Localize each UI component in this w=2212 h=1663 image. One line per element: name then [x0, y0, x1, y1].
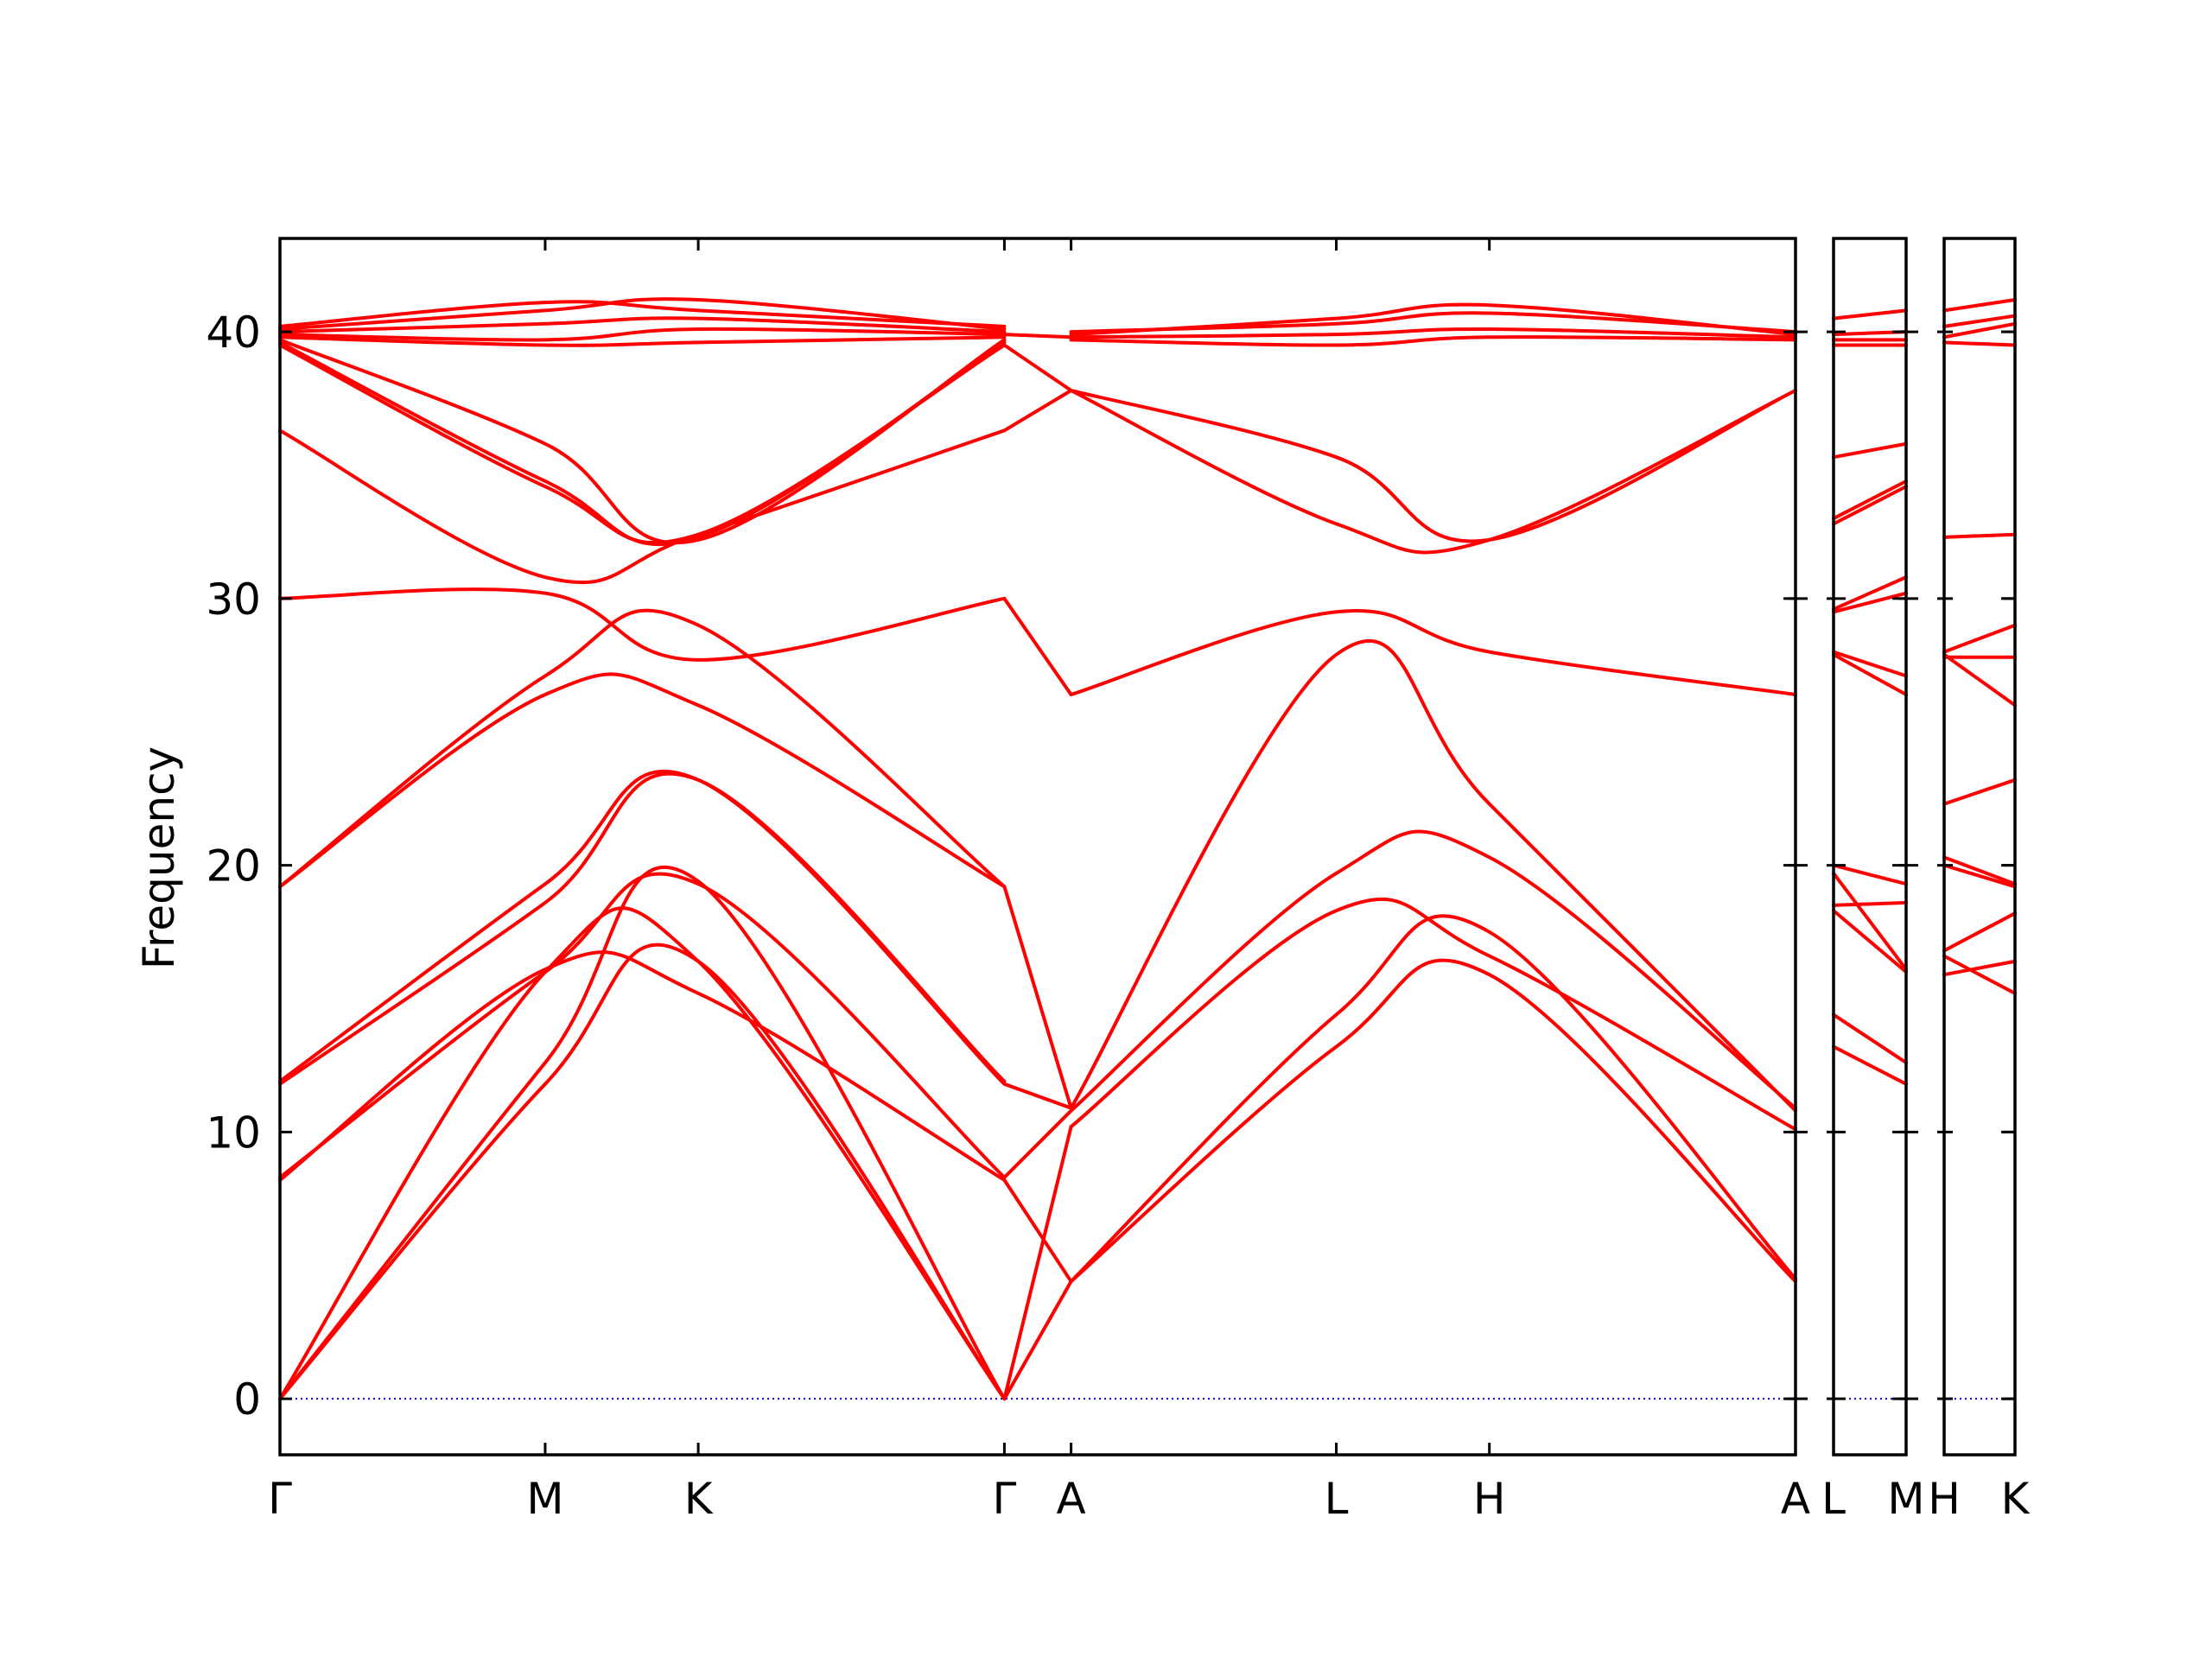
band-main-37	[1069, 335, 1797, 347]
band-main-25	[1002, 596, 1073, 696]
band-main-5	[278, 771, 1007, 1086]
band-main-15	[278, 327, 1007, 342]
kpoint-label-HK-1: K	[2001, 1474, 2031, 1524]
band-main-26	[1002, 389, 1073, 433]
band-main-36	[1069, 389, 1797, 555]
band-HK-9	[1942, 532, 2017, 539]
kpoint-label-main-2: K	[684, 1474, 714, 1524]
kpoint-label-LM-1: M	[1887, 1474, 1924, 1524]
band-main-38	[1069, 327, 1797, 340]
kpoint-label-main-7: A	[1781, 1474, 1810, 1524]
band-main-3	[278, 950, 1007, 1182]
ytick-label-30: 30	[206, 574, 261, 625]
y-axis-label: Frequency	[134, 746, 184, 969]
band-HK-5	[1942, 778, 2017, 806]
band-main-35	[1069, 389, 1797, 543]
band-HK-0	[1942, 959, 2017, 977]
band-HK-13	[1942, 298, 2017, 313]
kpoint-label-main-5: L	[1325, 1474, 1349, 1524]
panel-frame-main	[278, 237, 1797, 1457]
band-main-40	[1069, 311, 1797, 334]
kpoint-label-main-0: Γ	[268, 1474, 292, 1524]
band-HK-7	[1942, 623, 2017, 654]
band-main-12	[278, 340, 1007, 547]
band-main-16	[278, 316, 1007, 334]
band-main-13	[278, 338, 1007, 545]
band-main-2	[278, 906, 1007, 1401]
band-HK-3	[1942, 855, 2017, 886]
band-main-0	[278, 943, 1007, 1401]
band-main-19	[1002, 1279, 1073, 1401]
band-LM-3	[1832, 871, 1908, 972]
band-LM-11	[1832, 479, 1908, 521]
band-main-8	[278, 608, 1007, 889]
band-LM-12	[1832, 441, 1908, 460]
band-LM-5	[1832, 863, 1908, 886]
ytick-label-10: 10	[206, 1108, 261, 1158]
band-main-30	[1069, 914, 1797, 1284]
band-main-28	[1002, 333, 1073, 340]
kpoint-label-main-3: Γ	[992, 1474, 1016, 1524]
band-LM-9	[1832, 575, 1908, 612]
band-main-9	[278, 587, 1007, 662]
kpoint-label-HK-0: H	[1928, 1474, 1961, 1524]
band-main-4	[278, 872, 1007, 1179]
band-main-32	[1069, 829, 1797, 1113]
band-main-29	[1069, 958, 1797, 1284]
band-main-31	[1069, 897, 1797, 1132]
band-main-34	[1069, 609, 1797, 696]
band-main-10	[278, 428, 1007, 585]
band-HK-10	[1942, 340, 2017, 347]
band-HK-12	[1942, 314, 2017, 328]
band-HK-4	[1942, 863, 2017, 889]
band-main-23	[1002, 1082, 1073, 1110]
band-LM-1	[1832, 1012, 1908, 1065]
band-LM-8	[1832, 591, 1908, 614]
band-main-7	[278, 672, 1007, 889]
ytick-label-20: 20	[206, 841, 261, 892]
band-LM-10	[1832, 485, 1908, 526]
kpoint-label-LM-0: L	[1821, 1474, 1846, 1524]
band-LM-4	[1832, 900, 1908, 907]
band-main-24	[1002, 885, 1073, 1110]
band-LM-6	[1832, 652, 1908, 696]
band-main-33	[1069, 639, 1797, 1113]
band-LM-0	[1832, 1044, 1908, 1086]
band-LM-2	[1832, 909, 1908, 974]
band-main-18	[278, 300, 1007, 328]
band-main-11	[278, 343, 1007, 545]
kpoint-label-main-1: M	[526, 1474, 563, 1524]
kpoint-label-main-4: A	[1056, 1474, 1085, 1524]
ytick-label-40: 40	[206, 308, 261, 358]
panel-frame-LM	[1832, 237, 1908, 1457]
band-main-20	[1002, 1125, 1073, 1401]
band-main-14	[278, 335, 1007, 347]
band-main-22	[1002, 1108, 1073, 1179]
band-HK-2	[1942, 911, 2017, 953]
ytick-label-0: 0	[233, 1374, 261, 1425]
band-main-1	[278, 866, 1007, 1401]
band-main-27	[1002, 343, 1073, 392]
band-HK-1	[1942, 954, 2017, 995]
band-HK-6	[1942, 652, 2017, 708]
band-LM-16	[1832, 308, 1908, 321]
band-HK-11	[1942, 321, 2017, 340]
band-main-17	[278, 297, 1007, 331]
panel-frame-HK	[1942, 237, 2017, 1457]
band-main-6	[278, 769, 1007, 1086]
band-LM-7	[1832, 650, 1908, 678]
kpoint-label-main-6: H	[1473, 1474, 1506, 1524]
band-main-21	[1002, 1177, 1073, 1284]
